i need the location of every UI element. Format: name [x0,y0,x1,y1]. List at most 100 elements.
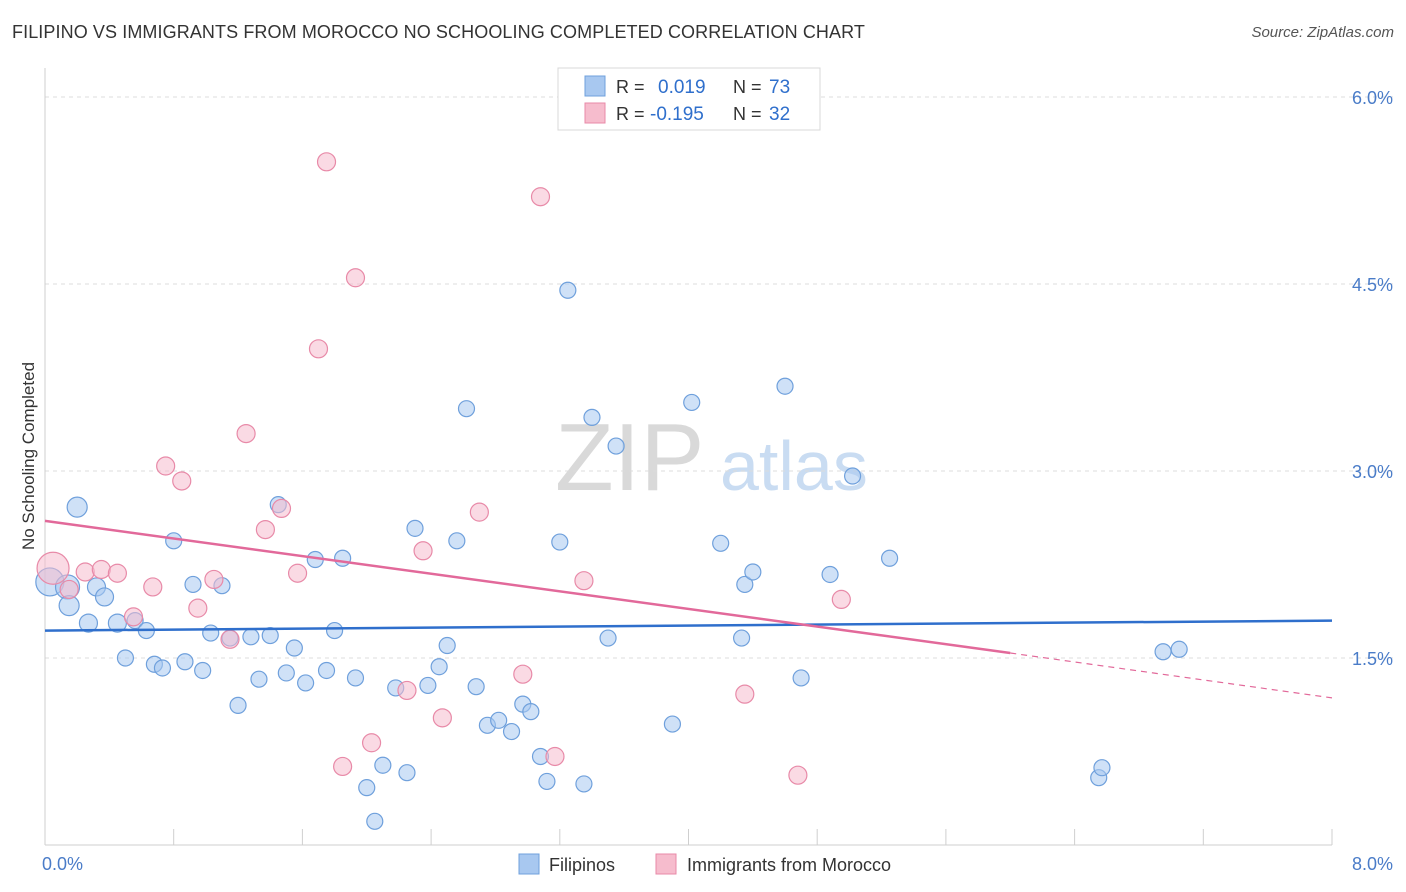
data-point [261,626,279,645]
data-point [107,563,127,583]
data-point [333,756,353,777]
data-point [165,532,183,550]
data-point [712,534,730,552]
data-point [153,659,172,677]
data-point [184,575,202,594]
source-label: Source: ZipAtlas.com [1251,24,1394,41]
data-point [736,575,754,594]
data-point [36,551,70,585]
y-tick-label: 4.5% [1352,275,1393,295]
data-point [776,377,794,395]
data-point [559,281,577,299]
data-point [242,628,260,646]
data-point [831,589,851,610]
data-point [432,708,452,728]
data-point [194,661,212,680]
stats-n-value-filipinos: 73 [769,77,790,98]
data-point [792,669,810,687]
data-point [735,684,755,704]
y-tick-label: 1.5% [1352,649,1393,669]
data-point [843,467,862,485]
data-point [583,408,601,426]
data-point [75,562,95,582]
data-point [78,613,99,633]
data-point [66,496,88,518]
data-point [398,764,416,782]
data-point [788,765,808,785]
stats-n-label-morocco: N = [733,104,762,124]
data-points [35,152,1188,830]
data-point [277,664,295,682]
stats-r-value-filipinos: 0.019 [658,77,706,98]
data-point [1093,759,1111,777]
grid-lines [45,96,1395,659]
data-point [880,549,899,567]
stats-r-label-morocco: R = [616,104,645,124]
data-point [513,664,533,684]
data-point [317,661,336,680]
data-point [308,339,329,359]
data-point [448,532,466,550]
data-point [607,437,625,455]
stats-n-value-morocco: 32 [769,104,790,125]
stats-legend: R = 0.019 N = 73 R = -0.195 N = 32 [557,67,821,131]
x-tick-label-max: 8.0% [1352,854,1393,874]
data-point [358,779,376,797]
data-point [469,502,489,522]
data-point [1154,643,1172,661]
data-point [94,587,115,607]
data-point [345,268,366,288]
data-point [316,152,337,172]
data-point [143,577,163,597]
data-point [59,579,79,600]
series-legend: Filipinos Immigrants from Morocco [518,853,891,875]
data-point [821,565,839,584]
y-tick-label: 6.0% [1352,88,1393,108]
data-point [361,733,382,753]
data-point [202,624,220,642]
data-point [574,571,594,591]
legend-label-filipinos: Filipinos [549,855,615,875]
data-point [188,598,208,618]
trend-line-morocco [44,519,1011,655]
data-point [522,703,540,721]
data-point [467,678,485,696]
data-point [406,519,424,537]
data-point [419,676,437,695]
data-point [287,563,308,583]
data-point [172,471,192,491]
stats-n-label-filipinos: N = [733,77,762,97]
data-point [575,775,593,793]
stats-swatch-filipinos [584,75,606,97]
series-filipinos [35,281,1188,830]
legend-label-morocco: Immigrants from Morocco [687,855,891,875]
trend-line-morocco-extension [1010,652,1333,699]
data-point [123,607,144,627]
watermark-zip: ZIP [555,404,704,511]
stats-r-value-morocco: -0.195 [650,104,704,125]
data-point [413,541,433,561]
data-point [438,636,456,655]
x-tick-label-min: 0.0% [42,854,83,874]
data-point [229,696,247,714]
data-point [744,563,762,581]
y-axis-tick-labels: 1.5% 3.0% 4.5% 6.0% [1352,88,1393,669]
data-point [297,674,315,692]
data-point [220,629,240,649]
data-point [250,670,268,688]
legend-swatch-filipinos [518,853,540,875]
data-point [116,649,135,667]
legend-swatch-morocco [655,853,677,875]
data-point [285,639,303,657]
data-point [490,711,508,729]
data-point [156,456,176,476]
data-point [1170,640,1188,658]
data-point [236,424,256,444]
y-tick-label: 3.0% [1352,462,1393,482]
data-point [325,621,344,640]
data-point [457,400,476,418]
data-point [374,756,392,774]
trend-line-filipinos [44,619,1333,632]
